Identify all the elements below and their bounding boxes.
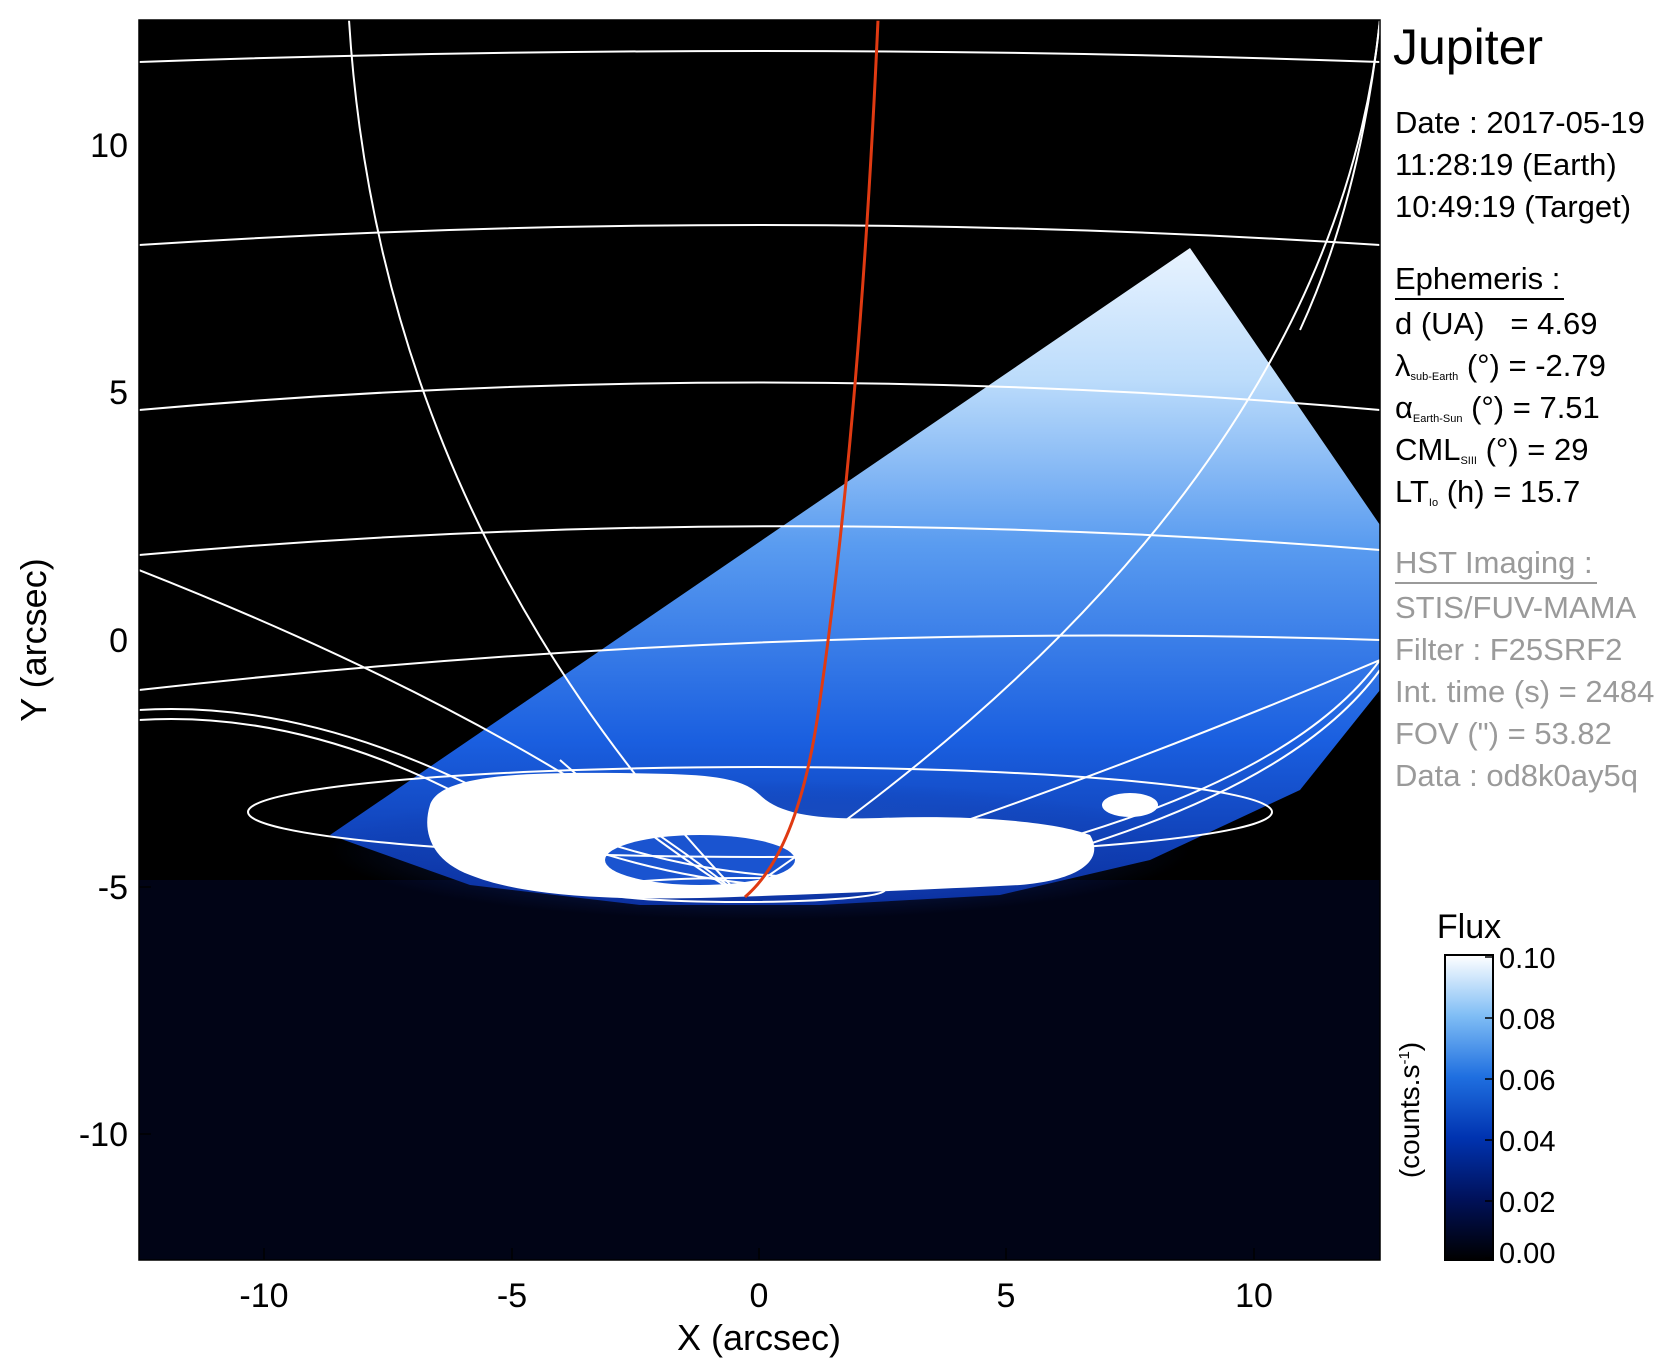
ephemeris-distance: d (UA) = 4.69 [1395, 303, 1597, 345]
x-tick-label: 5 [997, 1277, 1016, 1315]
ephemeris-lt: LTIo (h) = 15.7 [1395, 471, 1580, 524]
latitude-ring [594, 877, 886, 903]
latitude-symbol: λ [1395, 348, 1411, 383]
io-footprint-spot [1102, 793, 1158, 817]
hst-header-row: HST Imaging : [1395, 542, 1597, 584]
cml-value: (°) = 29 [1485, 432, 1589, 467]
hst-filter: Filter : F25SRF2 [1395, 632, 1623, 667]
latitude-subscript: sub-Earth [1410, 371, 1459, 383]
hst-instrument: STIS/FUV-MAMA [1395, 590, 1637, 625]
latitude-line [139, 659, 1380, 879]
phase-subscript: Earth-Sun [1412, 413, 1463, 425]
colorbar-ticks [1485, 956, 1493, 1259]
longitude-line [559, 759, 741, 896]
cml-symbol: CML [1395, 432, 1461, 467]
x-tick-label: 10 [1235, 1277, 1273, 1315]
latitude-line [139, 669, 1380, 889]
longitude-line [348, 20, 741, 896]
phase-symbol: α [1395, 390, 1413, 425]
y-tick-label: 5 [109, 374, 128, 412]
latitude-value: (°) = -2.79 [1466, 348, 1606, 383]
colorbar-tick-label: 0.06 [1499, 1065, 1555, 1097]
phase-value: (°) = 7.51 [1471, 390, 1600, 425]
latitude-line [139, 634, 1380, 691]
ephemeris-header-row: Ephemeris : [1395, 258, 1565, 300]
ephemeris-header: Ephemeris : [1395, 260, 1565, 300]
y-axis-label: Y (arcsec) [13, 558, 54, 721]
colorbar-label-exponent: -1 [1396, 1051, 1413, 1064]
colorbar-label-text: (counts.s [1394, 1065, 1425, 1179]
y-tick-label: -10 [79, 1116, 128, 1154]
x-tick-label: -10 [239, 1277, 288, 1315]
lower-dark-region [139, 880, 1380, 1260]
distance-value: = 4.69 [1510, 306, 1598, 341]
latitude-grid [139, 50, 1380, 903]
limb-line [1299, 20, 1380, 331]
colorbar-tick-label: 0.02 [1499, 1187, 1555, 1219]
image-plot [139, 20, 1380, 1260]
lt-value: (h) = 15.7 [1446, 474, 1581, 509]
hst-int-time: Int. time (s) = 2484 [1395, 674, 1655, 709]
observation-time-target: 10:49:19 (Target) [1395, 189, 1632, 224]
latitude-line [139, 525, 1380, 556]
colorbar-tick-label: 0.10 [1499, 943, 1555, 975]
hst-header: HST Imaging : [1395, 544, 1597, 584]
auroral-oval-emission [427, 772, 1095, 899]
lt-symbol: LT [1395, 474, 1429, 509]
latitude-ring [247, 766, 1273, 858]
longitude-grid [139, 20, 1380, 896]
cml-subscript: SIII [1460, 455, 1477, 467]
ephemeris-cml: CMLSIII (°) = 29 [1395, 429, 1588, 482]
x-tick-label: -5 [497, 1277, 527, 1315]
lt-subscript: Io [1428, 497, 1439, 509]
hst-fov: FOV (") = 53.82 [1395, 716, 1612, 751]
hst-data-id: Data : od8k0ay5q [1395, 758, 1639, 793]
colorbar-tick-label: 0.08 [1499, 1004, 1555, 1036]
y-tick-label: 0 [109, 622, 128, 660]
longitude-line [739, 20, 1380, 896]
colorbar-tick-label: 0.04 [1499, 1126, 1555, 1158]
planet-title: Jupiter [1393, 19, 1544, 75]
x-tick-label: 0 [750, 1277, 769, 1315]
distance-label: d (UA) [1395, 306, 1485, 341]
latitude-line [139, 224, 1380, 246]
footprint-line [744, 20, 880, 899]
longitude-line [139, 569, 741, 896]
colorbar-label-end: ) [1394, 1042, 1425, 1051]
y-tick-label: 10 [90, 127, 128, 165]
planet-disk-wedge [330, 248, 1380, 905]
observation-time-earth: 11:28:19 (Earth) [1395, 147, 1617, 182]
colorbar-label: (counts.s-1) [1394, 1042, 1425, 1178]
x-axis-label: X (arcsec) [677, 1317, 841, 1358]
ephemeris-latitude: λsub-Earth (°) = -2.79 [1395, 345, 1606, 398]
axis-ticks [139, 144, 1255, 1260]
longitude-line [739, 659, 1380, 896]
latitude-line [139, 381, 1380, 411]
colorbar-tick-label: 0.00 [1499, 1238, 1555, 1270]
ephemeris-phase: αEarth-Sun (°) = 7.51 [1395, 387, 1600, 440]
y-tick-label: -5 [98, 869, 128, 907]
latitude-line [139, 50, 1380, 63]
colorbar [1444, 954, 1494, 1261]
colorbar-title: Flux [1437, 908, 1501, 946]
observation-date: Date : 2017-05-19 [1395, 105, 1645, 140]
